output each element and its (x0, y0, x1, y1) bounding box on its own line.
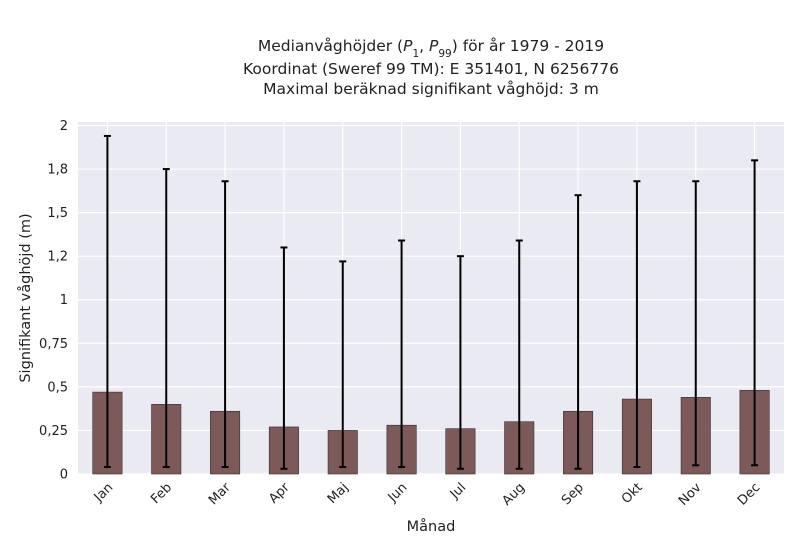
error-bar-jun (398, 239, 406, 469)
y-tick-label: 0,25 (39, 424, 68, 439)
x-tick-label-sep: Sep (559, 480, 587, 508)
y-tick-label: 1,8 (47, 163, 68, 178)
y-axis-ticks: 0 0,25 0,5 0,75 1 1,2 1,5 1,8 2 (39, 119, 68, 483)
error-bar-jul (456, 255, 464, 470)
y-axis-label: Signifikant våghöjd (m) (17, 213, 34, 382)
x-tick-label-aug: Aug (500, 480, 529, 509)
x-tick-label-jan: Jan (91, 480, 116, 505)
error-bar-apr (280, 246, 288, 470)
error-bar-okt (633, 180, 641, 469)
error-bar-sep (574, 194, 582, 470)
y-tick-label: 0 (60, 468, 68, 483)
error-bars (103, 134, 759, 470)
error-bar-dec (751, 159, 759, 467)
x-tick-label-dec: Dec (735, 480, 763, 508)
x-axis-label: Månad (407, 518, 456, 535)
error-bar-feb (162, 168, 170, 469)
y-tick-label: 2 (60, 119, 68, 134)
x-tick-label-nov: Nov (676, 480, 705, 509)
x-axis-ticks: Jan Feb Mar Apr Maj Jun Jul Aug Sep Okt Nov Dec (91, 480, 764, 509)
title-line-1: Medianvåghöjder (P1, P99) för år 1979 - … (258, 37, 604, 60)
error-bar-mar (221, 180, 229, 469)
y-tick-label: 1,2 (47, 250, 68, 265)
x-tick-label-maj: Maj (325, 480, 352, 507)
y-tick-label: 0,5 (47, 380, 68, 395)
y-tick-label: 0,75 (39, 337, 68, 352)
x-tick-label-feb: Feb (148, 480, 175, 507)
error-bar-aug (515, 239, 523, 470)
x-tick-label-jul: Jul (447, 480, 469, 502)
x-tick-label-mar: Mar (206, 480, 234, 508)
title-line-2: Koordinat (Sweref 99 TM): E 351401, N 62… (243, 60, 619, 78)
title-line-3: Maximal beräknad signifikant våghöjd: 3 … (263, 80, 599, 98)
chart-title: Medianvåghöjder (P1, P99) för år 1979 - … (243, 37, 619, 98)
error-bar-nov (692, 180, 700, 467)
y-tick-label: 1 (60, 293, 68, 308)
x-tick-label-okt: Okt (619, 480, 646, 507)
error-bar-maj (339, 260, 347, 469)
x-tick-label-apr: Apr (266, 480, 293, 507)
plot-area (78, 122, 784, 474)
x-tick-label-jun: Jun (385, 480, 411, 506)
y-tick-label: 1,5 (47, 206, 68, 221)
error-bar-jan (103, 134, 111, 469)
